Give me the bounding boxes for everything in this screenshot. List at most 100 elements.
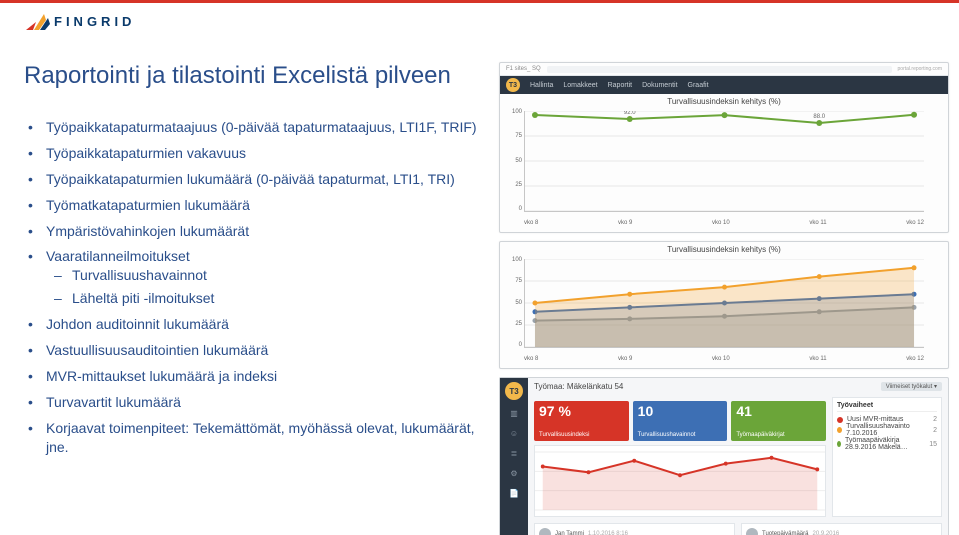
- list-item[interactable]: Turvallisuushavainto 7.10.2016 2: [837, 423, 937, 437]
- list-item[interactable]: Työmaapäiväkirja 28.9.2016 Mäkelä… 15: [837, 437, 937, 451]
- avatar-icon: [746, 528, 758, 535]
- footer-card[interactable]: Tuotepäivämäärä 20.9.2016: [741, 523, 942, 535]
- kpi-value: 10: [638, 404, 723, 418]
- browser-chrome: F1 sites_ SQ portal.reporting.com: [500, 63, 948, 76]
- kpi-tile[interactable]: 10 Turvallisuushavainnot: [633, 401, 728, 441]
- kpi-value: 97 %: [539, 404, 624, 418]
- kpi-tile[interactable]: 97 % Turvallisuusindeksi: [534, 401, 629, 441]
- xlabel: vko 9: [618, 220, 632, 226]
- dashboard-filter[interactable]: Viimeiset työkalut ▾: [881, 382, 942, 391]
- sub-bullet-item: Turvallisuushavainnot: [72, 266, 484, 285]
- dashboard-logo-icon: T3: [505, 382, 523, 400]
- sub-bullet-item: Läheltä piti -ilmoitukset: [72, 289, 484, 308]
- app-logo-icon: T3: [506, 78, 520, 92]
- bullet-item: Korjaavat toimenpiteet: Tekemättömät, my…: [42, 419, 484, 457]
- chart1-yaxis: 100 75 50 25 0: [506, 109, 522, 212]
- kpi-label: Turvallisuusindeksi: [539, 432, 624, 438]
- ylabel: 75: [506, 133, 522, 139]
- screenshots-column: F1 sites_ SQ portal.reporting.com T3 Hal…: [499, 62, 949, 535]
- report-panel-1: F1 sites_ SQ portal.reporting.com T3 Hal…: [499, 62, 949, 233]
- page-title: Raportointi ja tilastointi Excelistä pil…: [24, 62, 451, 90]
- dashboard-sidebar: T3 ▥ ☺ ≣ ⚙ 📄: [500, 378, 528, 535]
- xlabel: vko 10: [712, 356, 730, 362]
- footer-card-sub: 1.10.2016 8:16: [588, 531, 628, 535]
- ylabel: 50: [506, 300, 522, 306]
- ylabel: 0: [506, 342, 522, 348]
- bullet-item: Turvavartit lukumäärä: [42, 393, 484, 412]
- svg-text:92.0: 92.0: [624, 111, 636, 116]
- list-item[interactable]: Uusi MVR-mittaus 2: [837, 416, 937, 423]
- dashboard-body: Työmaa: Mäkelänkatu 54 Viimeiset työkalu…: [528, 378, 948, 535]
- logo-mark-icon: [24, 10, 50, 32]
- xlabel: vko 11: [809, 220, 826, 226]
- browser-url: portal.reporting.com: [898, 66, 942, 72]
- bullet-item: Työmatkatapaturmien lukumäärä: [42, 196, 484, 215]
- nav-raportit[interactable]: Raportit: [608, 82, 633, 89]
- xlabel: vko 11: [809, 356, 826, 362]
- bullet-item: VaaratilanneilmoituksetTurvallisuushavai…: [42, 247, 484, 308]
- bullet-item: MVR-mittaukset lukumäärä ja indeksi: [42, 367, 484, 386]
- app-nav: T3 Hallinta Lomakkeet Raportit Dokumenti…: [500, 76, 948, 94]
- slide: FINGRID Raportointi ja tilastointi Excel…: [0, 0, 959, 535]
- report-panel-2: Turvallisuusindeksin kehitys (%) 100 75 …: [499, 241, 949, 369]
- list-item-count: 2: [933, 427, 937, 434]
- svg-text:96.2: 96.2: [908, 111, 920, 112]
- header-accent-line: [0, 0, 959, 3]
- nav-lomakkeet[interactable]: Lomakkeet: [563, 82, 597, 89]
- kpi-value: 41: [736, 404, 821, 418]
- xlabel: vko 10: [712, 220, 730, 226]
- ylabel: 50: [506, 158, 522, 164]
- chart2-title: Turvallisuusindeksin kehitys (%): [500, 242, 948, 257]
- bullet-item: Ympäristövahinkojen lukumäärät: [42, 222, 484, 241]
- avatar-icon: [539, 528, 551, 535]
- chart1-xaxis: vko 8 vko 9 vko 10 vko 11 vko 12: [524, 220, 924, 226]
- bullet-item: Työpaikkatapaturmien lukumäärä (0-päivää…: [42, 170, 484, 189]
- bullet-item: Vastuullisuusauditointien lukumäärä: [42, 341, 484, 360]
- ylabel: 100: [506, 109, 522, 115]
- bar-chart-icon[interactable]: ▥: [507, 406, 521, 420]
- ylabel: 75: [506, 278, 522, 284]
- nav-hallinta[interactable]: Hallinta: [530, 82, 553, 89]
- xlabel: vko 8: [524, 220, 538, 226]
- chart1-title: Turvallisuusindeksin kehitys (%): [500, 94, 948, 109]
- side-list: Työvaiheet Uusi MVR-mittaus 2 Turvallisu…: [832, 397, 942, 517]
- list-icon[interactable]: ≣: [507, 446, 521, 460]
- footer-card-name: Tuotepäivämäärä: [762, 531, 808, 535]
- file-icon[interactable]: 📄: [507, 486, 521, 500]
- user-icon[interactable]: ☺: [507, 426, 521, 440]
- chart2-wrap: 100 75 50 25 0 vko 8 vko 9 vko 10 vko 11…: [500, 257, 948, 362]
- dashboard-main: 97 % Turvallisuusindeksi10 Turvallisuush…: [534, 397, 826, 517]
- list-item-count: 2: [933, 416, 937, 423]
- list-item-label: Turvallisuushavainto 7.10.2016: [846, 423, 929, 437]
- list-item-label: Työmaapäiväkirja 28.9.2016 Mäkelä…: [845, 437, 925, 451]
- ylabel: 25: [506, 182, 522, 188]
- xlabel: vko 8: [524, 356, 538, 362]
- kpi-tile[interactable]: 41 Työmaapäiväkirjat: [731, 401, 826, 441]
- nav-dokumentit[interactable]: Dokumentit: [642, 82, 677, 89]
- bullet-list: Työpaikkatapaturmataajuus (0-päivää tapa…: [24, 118, 484, 463]
- dashboard-title: Työmaa: Mäkelänkatu 54: [534, 382, 623, 391]
- bullet-item: Johdon auditoinnit lukumäärä: [42, 315, 484, 334]
- dashboard-panel: T3 ▥ ☺ ≣ ⚙ 📄 Työmaa: Mäkelänkatu 54 Viim…: [499, 377, 949, 535]
- status-dot-icon: [837, 441, 841, 447]
- kpi-label: Työmaapäiväkirjat: [736, 432, 821, 438]
- footer-card[interactable]: Jan Tammi 1.10.2016 8:16: [534, 523, 735, 535]
- ylabel: 25: [506, 321, 522, 327]
- svg-text:88.0: 88.0: [813, 114, 825, 120]
- list-item-label: Uusi MVR-mittaus: [847, 416, 903, 423]
- side-list-header: Työvaiheet: [837, 402, 937, 412]
- status-dot-icon: [837, 417, 843, 423]
- chart2-xaxis: vko 8 vko 9 vko 10 vko 11 vko 12: [524, 356, 924, 362]
- ylabel: 100: [506, 257, 522, 263]
- footer-card-name: Jan Tammi: [555, 531, 584, 535]
- svg-text:96.0: 96.0: [529, 111, 541, 112]
- xlabel: vko 9: [618, 356, 632, 362]
- nav-graafit[interactable]: Graafit: [688, 82, 709, 89]
- gear-icon[interactable]: ⚙: [507, 466, 521, 480]
- svg-text:95.9: 95.9: [719, 111, 731, 112]
- list-item-count: 15: [929, 441, 937, 448]
- bullet-item: Työpaikkatapaturmataajuus (0-päivää tapa…: [42, 118, 484, 137]
- xlabel: vko 12: [906, 220, 924, 226]
- address-bar[interactable]: [547, 66, 892, 73]
- ylabel: 0: [506, 206, 522, 212]
